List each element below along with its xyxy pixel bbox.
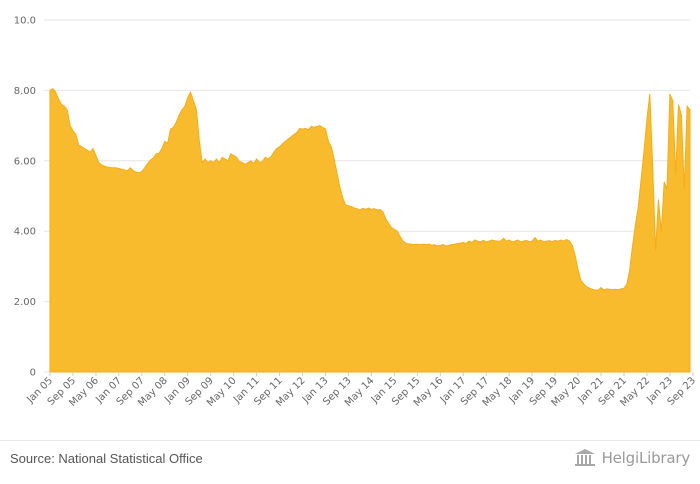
library-building-icon bbox=[574, 449, 595, 466]
chart-footer: Source: National Statistical Office Helg… bbox=[0, 440, 700, 484]
series-area bbox=[49, 87, 691, 373]
y-tick-label: 2.00 bbox=[14, 297, 36, 308]
y-tick-label: 4.00 bbox=[14, 227, 36, 238]
brand-name: HelgiLibrary bbox=[601, 449, 691, 467]
source-note: Source: National Statistical Office bbox=[10, 451, 203, 466]
y-tick-label: 0 bbox=[30, 368, 36, 379]
y-axis-ticks: 0 2.00 4.00 6.00 8.00 10.0 bbox=[14, 16, 36, 379]
y-tick-label: 8.00 bbox=[14, 86, 36, 97]
y-tick-label: 10.0 bbox=[14, 16, 36, 27]
brand-logo: HelgiLibrary bbox=[574, 449, 690, 467]
y-tick-label: 6.00 bbox=[14, 156, 36, 167]
